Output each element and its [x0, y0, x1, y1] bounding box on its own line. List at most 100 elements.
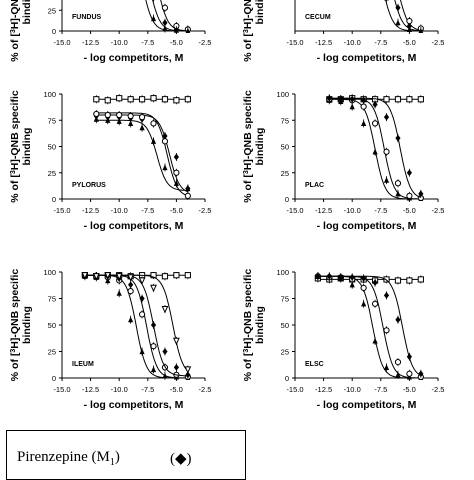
panel-label: ILEUM — [72, 361, 94, 368]
data-point-triangle — [384, 177, 389, 183]
data-point-square — [162, 274, 167, 279]
panel-label: ELSC — [305, 361, 324, 368]
x-tick-label: -7.5 — [374, 206, 387, 215]
x-tick-label: -7.5 — [141, 38, 154, 47]
y-axis-label: % of [3H]-QNB specific — [242, 269, 254, 382]
data-point-circle — [395, 181, 400, 186]
data-point-circle — [372, 301, 377, 306]
data-point-square — [407, 97, 412, 102]
y-tick-label: 0 — [285, 195, 289, 204]
data-point-circle — [105, 112, 110, 117]
data-point-circle — [151, 121, 156, 126]
x-axis-label: - log competitors, M — [317, 52, 417, 64]
data-point-square — [139, 97, 144, 102]
y-axis-label-line2: binding — [21, 128, 33, 166]
data-point-circle — [128, 113, 133, 118]
data-point-invtriangle — [162, 307, 167, 313]
data-point-diamond — [128, 281, 133, 288]
y-tick-label: 50 — [48, 321, 56, 330]
x-tick-label: -5.0 — [403, 206, 416, 215]
data-point-triangle — [151, 366, 156, 372]
x-tick-label: -5.0 — [403, 38, 416, 47]
y-axis-label: % of [3H]-QNB specific — [242, 90, 254, 203]
plot-area — [327, 94, 424, 203]
x-axis-label: - log competitors, M — [84, 52, 184, 64]
x-tick-label: -15.0 — [286, 38, 303, 47]
data-point-diamond — [174, 364, 179, 371]
y-axis-label-line2: binding — [254, 306, 266, 344]
data-point-triangle — [128, 317, 133, 323]
data-point-square — [418, 277, 423, 282]
y-tick-label: 0 — [52, 195, 56, 204]
x-tick-label: -2.5 — [432, 385, 445, 394]
data-point-triangle — [384, 364, 389, 370]
y-tick-label: 100 — [276, 90, 289, 99]
data-point-invtriangle — [139, 278, 144, 284]
x-tick-label: -12.5 — [315, 206, 332, 215]
y-tick-label: 0 — [285, 374, 289, 383]
x-tick-label: -2.5 — [432, 206, 445, 215]
y-tick-label: 25 — [281, 348, 289, 357]
panel-cecum: -15.0-12.5-10.0-7.5-5.0-2.5- log competi… — [242, 0, 444, 64]
data-point-square — [94, 97, 99, 102]
data-point-diamond — [162, 348, 167, 355]
data-point-circle — [151, 344, 156, 349]
x-tick-label: -7.5 — [374, 385, 387, 394]
y-axis-label: % of [3H]-QNB specific — [9, 269, 21, 382]
x-tick-label: -15.0 — [53, 38, 70, 47]
data-point-diamond — [384, 292, 389, 299]
data-point-square — [174, 98, 179, 103]
y-tick-label: 75 — [48, 116, 56, 125]
y-tick-label: 25 — [48, 169, 56, 178]
panel-label: PLAC — [305, 182, 324, 189]
data-point-triangle — [372, 338, 377, 344]
data-point-triangle — [372, 149, 377, 155]
y-axis-label: % of [3H]-QNB specific — [9, 0, 21, 62]
data-point-triangle — [162, 164, 167, 170]
fit-curve-circle — [364, 0, 421, 30]
plot-area — [315, 272, 423, 382]
fit-curve-diamond — [318, 276, 421, 375]
data-point-square — [174, 273, 179, 278]
x-tick-label: -12.5 — [82, 385, 99, 394]
y-tick-label: 100 — [43, 268, 56, 277]
y-tick-label: 100 — [43, 90, 56, 99]
data-point-square — [418, 97, 423, 102]
y-axis-label-line2: binding — [254, 0, 266, 24]
data-point-diamond — [174, 154, 179, 161]
data-point-triangle — [139, 348, 144, 354]
data-point-square — [395, 278, 400, 283]
plot-area — [361, 0, 423, 35]
x-tick-label: -2.5 — [432, 38, 445, 47]
fit-curve-circle — [318, 276, 421, 378]
x-tick-label: -10.0 — [111, 38, 128, 47]
data-point-diamond — [151, 0, 156, 1]
y-tick-label: 75 — [281, 116, 289, 125]
data-point-diamond — [151, 322, 156, 329]
data-point-triangle — [117, 290, 122, 296]
x-tick-label: -10.0 — [344, 206, 361, 215]
data-point-circle — [174, 170, 179, 175]
data-point-square — [105, 98, 110, 103]
data-point-circle — [384, 328, 389, 333]
data-point-circle — [139, 115, 144, 120]
data-point-circle — [407, 371, 412, 376]
data-point-circle — [384, 149, 389, 154]
x-tick-label: -10.0 — [344, 38, 361, 47]
data-point-circle — [162, 5, 167, 10]
data-point-square — [407, 278, 412, 283]
data-point-circle — [117, 112, 122, 117]
x-tick-label: -10.0 — [344, 385, 361, 394]
y-axis-label-line2: binding — [254, 128, 266, 166]
data-point-triangle — [395, 20, 400, 26]
data-point-triangle — [361, 301, 366, 307]
data-point-invtriangle — [185, 367, 190, 373]
x-tick-label: -2.5 — [199, 206, 212, 215]
data-point-square — [162, 97, 167, 102]
data-point-circle — [361, 104, 366, 109]
data-point-diamond — [384, 114, 389, 121]
y-tick-label: 50 — [281, 143, 289, 152]
y-tick-label: 25 — [48, 6, 56, 15]
